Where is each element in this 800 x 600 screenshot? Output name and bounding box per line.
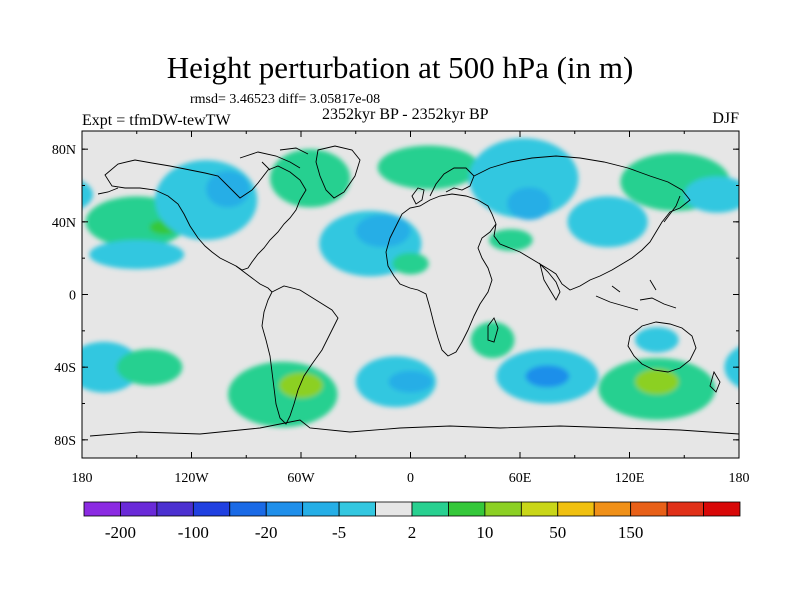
anomaly-region xyxy=(388,370,433,393)
colorbar: -200 -100 -20 -5 2 10 50 150 xyxy=(83,501,741,542)
coast-arctic-islands xyxy=(239,147,309,171)
anomaly-region xyxy=(82,341,141,393)
map-panel: 80N 40N 0 40S 80S 180 120W 60W 0 60E 120E 180 xyxy=(52,130,750,486)
colorbar-swatch xyxy=(338,501,376,517)
colorbar-swatch xyxy=(302,501,340,517)
coast-scandinavia xyxy=(429,167,475,197)
anomaly-region xyxy=(355,214,411,248)
colorbar-label: -20 xyxy=(255,523,278,542)
stats-label: rmsd= 3.46523 diff= 3.05817e-08 xyxy=(190,92,381,107)
coast-asia xyxy=(473,155,691,291)
colorbar-swatch xyxy=(593,501,632,517)
lat-axis: 80N 40N 0 40S 80S xyxy=(52,143,739,449)
anomaly-region xyxy=(507,187,552,221)
coast-alaska xyxy=(97,187,119,195)
anomaly-region xyxy=(279,372,323,399)
anomaly-region xyxy=(684,176,739,213)
colorbar-label: 50 xyxy=(549,523,566,542)
colorbar-swatch xyxy=(120,501,158,517)
anomaly-region xyxy=(470,321,515,359)
colorbar-swatch xyxy=(411,501,449,517)
coastlines xyxy=(89,145,739,437)
coast-japan xyxy=(663,195,681,223)
colorbar-swatch xyxy=(666,501,704,517)
lon-tick-label: 60W xyxy=(287,471,315,486)
anomaly-region-wrap xyxy=(724,346,739,388)
lat-tick-label: 0 xyxy=(69,289,76,304)
plot-title: Height perturbation at 500 hPa (in m) xyxy=(166,50,634,85)
coast-india xyxy=(539,262,561,301)
anomaly-region-wrap xyxy=(82,181,93,209)
anomaly-region xyxy=(525,365,570,388)
colorbar-swatch xyxy=(630,501,668,517)
colorbar-label: -100 xyxy=(178,523,209,542)
lon-tick-label: 120E xyxy=(615,471,645,486)
season-label: DJF xyxy=(712,110,739,127)
colorbar-swatch xyxy=(229,501,267,517)
coast-new-zealand xyxy=(709,370,721,393)
anomaly-region xyxy=(377,145,480,190)
anomaly-region xyxy=(269,149,351,208)
anomaly-region xyxy=(392,252,429,275)
lat-tick-label: 80N xyxy=(52,143,76,158)
colorbar-swatch xyxy=(83,501,121,517)
lat-tick-label: 40N xyxy=(52,216,76,231)
lon-tick-label: 180 xyxy=(729,471,750,486)
colorbar-swatch xyxy=(557,501,595,517)
colorbar-swatch xyxy=(484,501,522,517)
coast-australia xyxy=(627,321,697,373)
colorbar-label: 2 xyxy=(408,523,417,542)
coast-north-america xyxy=(104,159,307,271)
experiment-label: Expt = tfmDW-tewTW xyxy=(82,112,231,129)
colorbar-swatch xyxy=(520,501,559,517)
anomaly-field xyxy=(82,138,739,428)
lon-tick-label: 120W xyxy=(174,471,209,486)
coast-maritime-asia xyxy=(595,279,677,311)
colorbar-label: -200 xyxy=(105,523,136,542)
anomaly-region xyxy=(634,327,679,353)
anomaly-region xyxy=(468,138,579,219)
colorbar-swatch xyxy=(375,501,413,517)
anomaly-region xyxy=(228,361,338,428)
coast-madagascar xyxy=(487,317,499,343)
lat-tick-label: 40S xyxy=(54,361,76,376)
colorbar-label: -5 xyxy=(332,523,346,542)
colorbar-swatch xyxy=(156,501,194,517)
colorbar-label: 150 xyxy=(618,523,644,542)
anomaly-region xyxy=(634,368,679,395)
coast-europe-africa xyxy=(385,193,497,357)
lon-tick-label: 180 xyxy=(72,471,93,486)
coast-central-america xyxy=(235,265,273,293)
colorbar-swatch xyxy=(703,501,741,517)
colorbar-swatch xyxy=(192,501,231,517)
coast-south-america xyxy=(261,285,339,425)
colorbar-swatch xyxy=(265,501,304,517)
coast-greenland xyxy=(315,145,361,199)
lon-axis: 180 120W 60W 0 60E 120E 180 xyxy=(72,131,750,486)
anomaly-region xyxy=(488,229,533,251)
colorbar-label: 10 xyxy=(476,523,493,542)
anomaly-region xyxy=(116,349,183,386)
coast-british-isles xyxy=(411,187,425,205)
lon-tick-label: 60E xyxy=(509,471,532,486)
anomaly-region xyxy=(89,240,185,270)
anomaly-region xyxy=(206,170,250,208)
period-label: 2352kyr BP - 2352kyr BP xyxy=(322,106,489,123)
lon-tick-label: 0 xyxy=(407,471,414,486)
anomaly-region xyxy=(567,196,648,248)
lat-tick-label: 80S xyxy=(54,434,76,449)
colorbar-swatch xyxy=(448,501,486,517)
coast-antarctica xyxy=(89,419,739,437)
